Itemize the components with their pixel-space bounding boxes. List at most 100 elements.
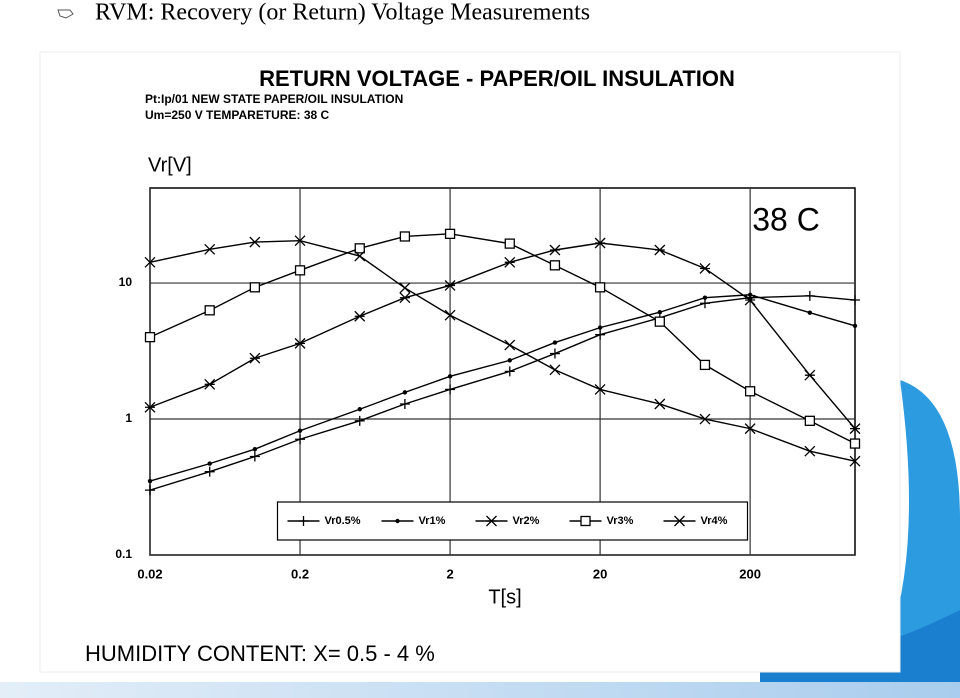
marker xyxy=(699,298,710,309)
marker xyxy=(295,434,306,445)
marker xyxy=(399,231,411,242)
marker xyxy=(702,295,708,300)
marker xyxy=(552,340,558,345)
marker xyxy=(594,383,606,395)
marker xyxy=(504,366,515,377)
marker xyxy=(549,244,561,256)
marker xyxy=(399,282,411,294)
footnote: HUMIDITY CONTENT: X= 0.5 - 4 % xyxy=(85,641,435,666)
marker xyxy=(804,445,816,457)
x-tick-label: 0.02 xyxy=(137,566,162,581)
marker xyxy=(207,461,212,466)
chart-image xyxy=(39,51,901,673)
marker xyxy=(804,290,815,301)
marker xyxy=(804,369,816,381)
marker xyxy=(357,407,362,412)
legend-marker xyxy=(580,515,591,527)
x-tick-label: 200 xyxy=(739,566,761,581)
marker xyxy=(249,451,260,462)
marker xyxy=(699,413,711,425)
marker xyxy=(504,256,516,268)
legend-label: Vr2% xyxy=(513,515,540,527)
marker xyxy=(549,260,561,271)
y-axis-label: Vr[V] xyxy=(148,154,192,176)
marker xyxy=(444,279,456,291)
marker xyxy=(807,310,813,315)
x-axis-label: T[s] xyxy=(488,586,521,608)
marker xyxy=(204,243,216,255)
marker xyxy=(747,292,753,297)
marker xyxy=(204,378,216,390)
marker xyxy=(294,265,306,276)
marker xyxy=(297,428,303,433)
marker xyxy=(204,466,215,477)
y-tick-label: 1 xyxy=(125,411,132,425)
x-tick-label: 20 xyxy=(593,566,607,581)
marker xyxy=(445,384,456,395)
marker xyxy=(144,401,156,413)
slide-title: RVM: Recovery (or Return) Voltage Measur… xyxy=(95,0,590,26)
marker xyxy=(204,305,215,316)
marker xyxy=(354,250,366,262)
marker xyxy=(549,364,561,376)
chart-title: RETURN VOLTAGE - PAPER/OIL INSULATION xyxy=(259,66,735,91)
x-tick-label: 0.2 xyxy=(291,566,309,581)
legend-marker xyxy=(674,515,685,527)
marker xyxy=(597,325,603,330)
y-tick-label: 0.1 xyxy=(115,547,132,561)
marker xyxy=(849,438,861,449)
marker xyxy=(354,243,365,254)
marker xyxy=(249,352,261,364)
marker xyxy=(654,244,666,256)
marker xyxy=(145,485,155,496)
marker xyxy=(595,329,606,340)
marker xyxy=(549,348,560,359)
marker xyxy=(144,332,156,343)
marker xyxy=(594,282,606,293)
marker xyxy=(507,358,512,363)
annotation: 38 C xyxy=(752,201,820,237)
decor-bar xyxy=(0,682,960,698)
marker xyxy=(504,238,515,249)
marker xyxy=(294,337,306,349)
marker xyxy=(444,228,456,240)
marker xyxy=(699,263,711,274)
legend-marker xyxy=(298,516,309,526)
marker xyxy=(399,398,410,409)
marker xyxy=(354,310,366,322)
marker xyxy=(144,256,156,268)
y-tick-label: 10 xyxy=(119,275,133,289)
marker xyxy=(804,415,815,426)
marker xyxy=(399,292,411,304)
marker xyxy=(294,235,306,247)
chart-subtitle: Um=250 V TEMPARETURE: 38 C xyxy=(145,108,329,122)
marker xyxy=(249,236,261,248)
x-tick-label: 2 xyxy=(446,566,453,581)
marker xyxy=(654,316,665,327)
marker xyxy=(444,309,456,321)
marker xyxy=(852,323,858,328)
marker xyxy=(849,423,861,435)
marker xyxy=(850,295,860,306)
marker xyxy=(147,478,153,484)
marker xyxy=(744,294,756,306)
marker xyxy=(354,415,365,426)
marker xyxy=(402,390,408,395)
legend-label: Vr0.5% xyxy=(325,515,361,527)
legend-label: Vr1% xyxy=(419,515,446,527)
marker xyxy=(504,339,516,351)
marker xyxy=(594,237,606,249)
marker xyxy=(249,282,261,293)
marker xyxy=(657,310,663,315)
marker xyxy=(654,398,666,410)
marker xyxy=(252,446,258,452)
marker xyxy=(849,455,861,467)
chart-subtitle: Pt:Ip/01 NEW STATE PAPER/OIL INSULATION xyxy=(145,92,403,106)
legend-label: Vr4% xyxy=(701,515,728,527)
legend-marker xyxy=(486,515,497,527)
legend-label: Vr3% xyxy=(607,515,634,527)
marker xyxy=(744,423,756,435)
marker xyxy=(744,386,756,397)
